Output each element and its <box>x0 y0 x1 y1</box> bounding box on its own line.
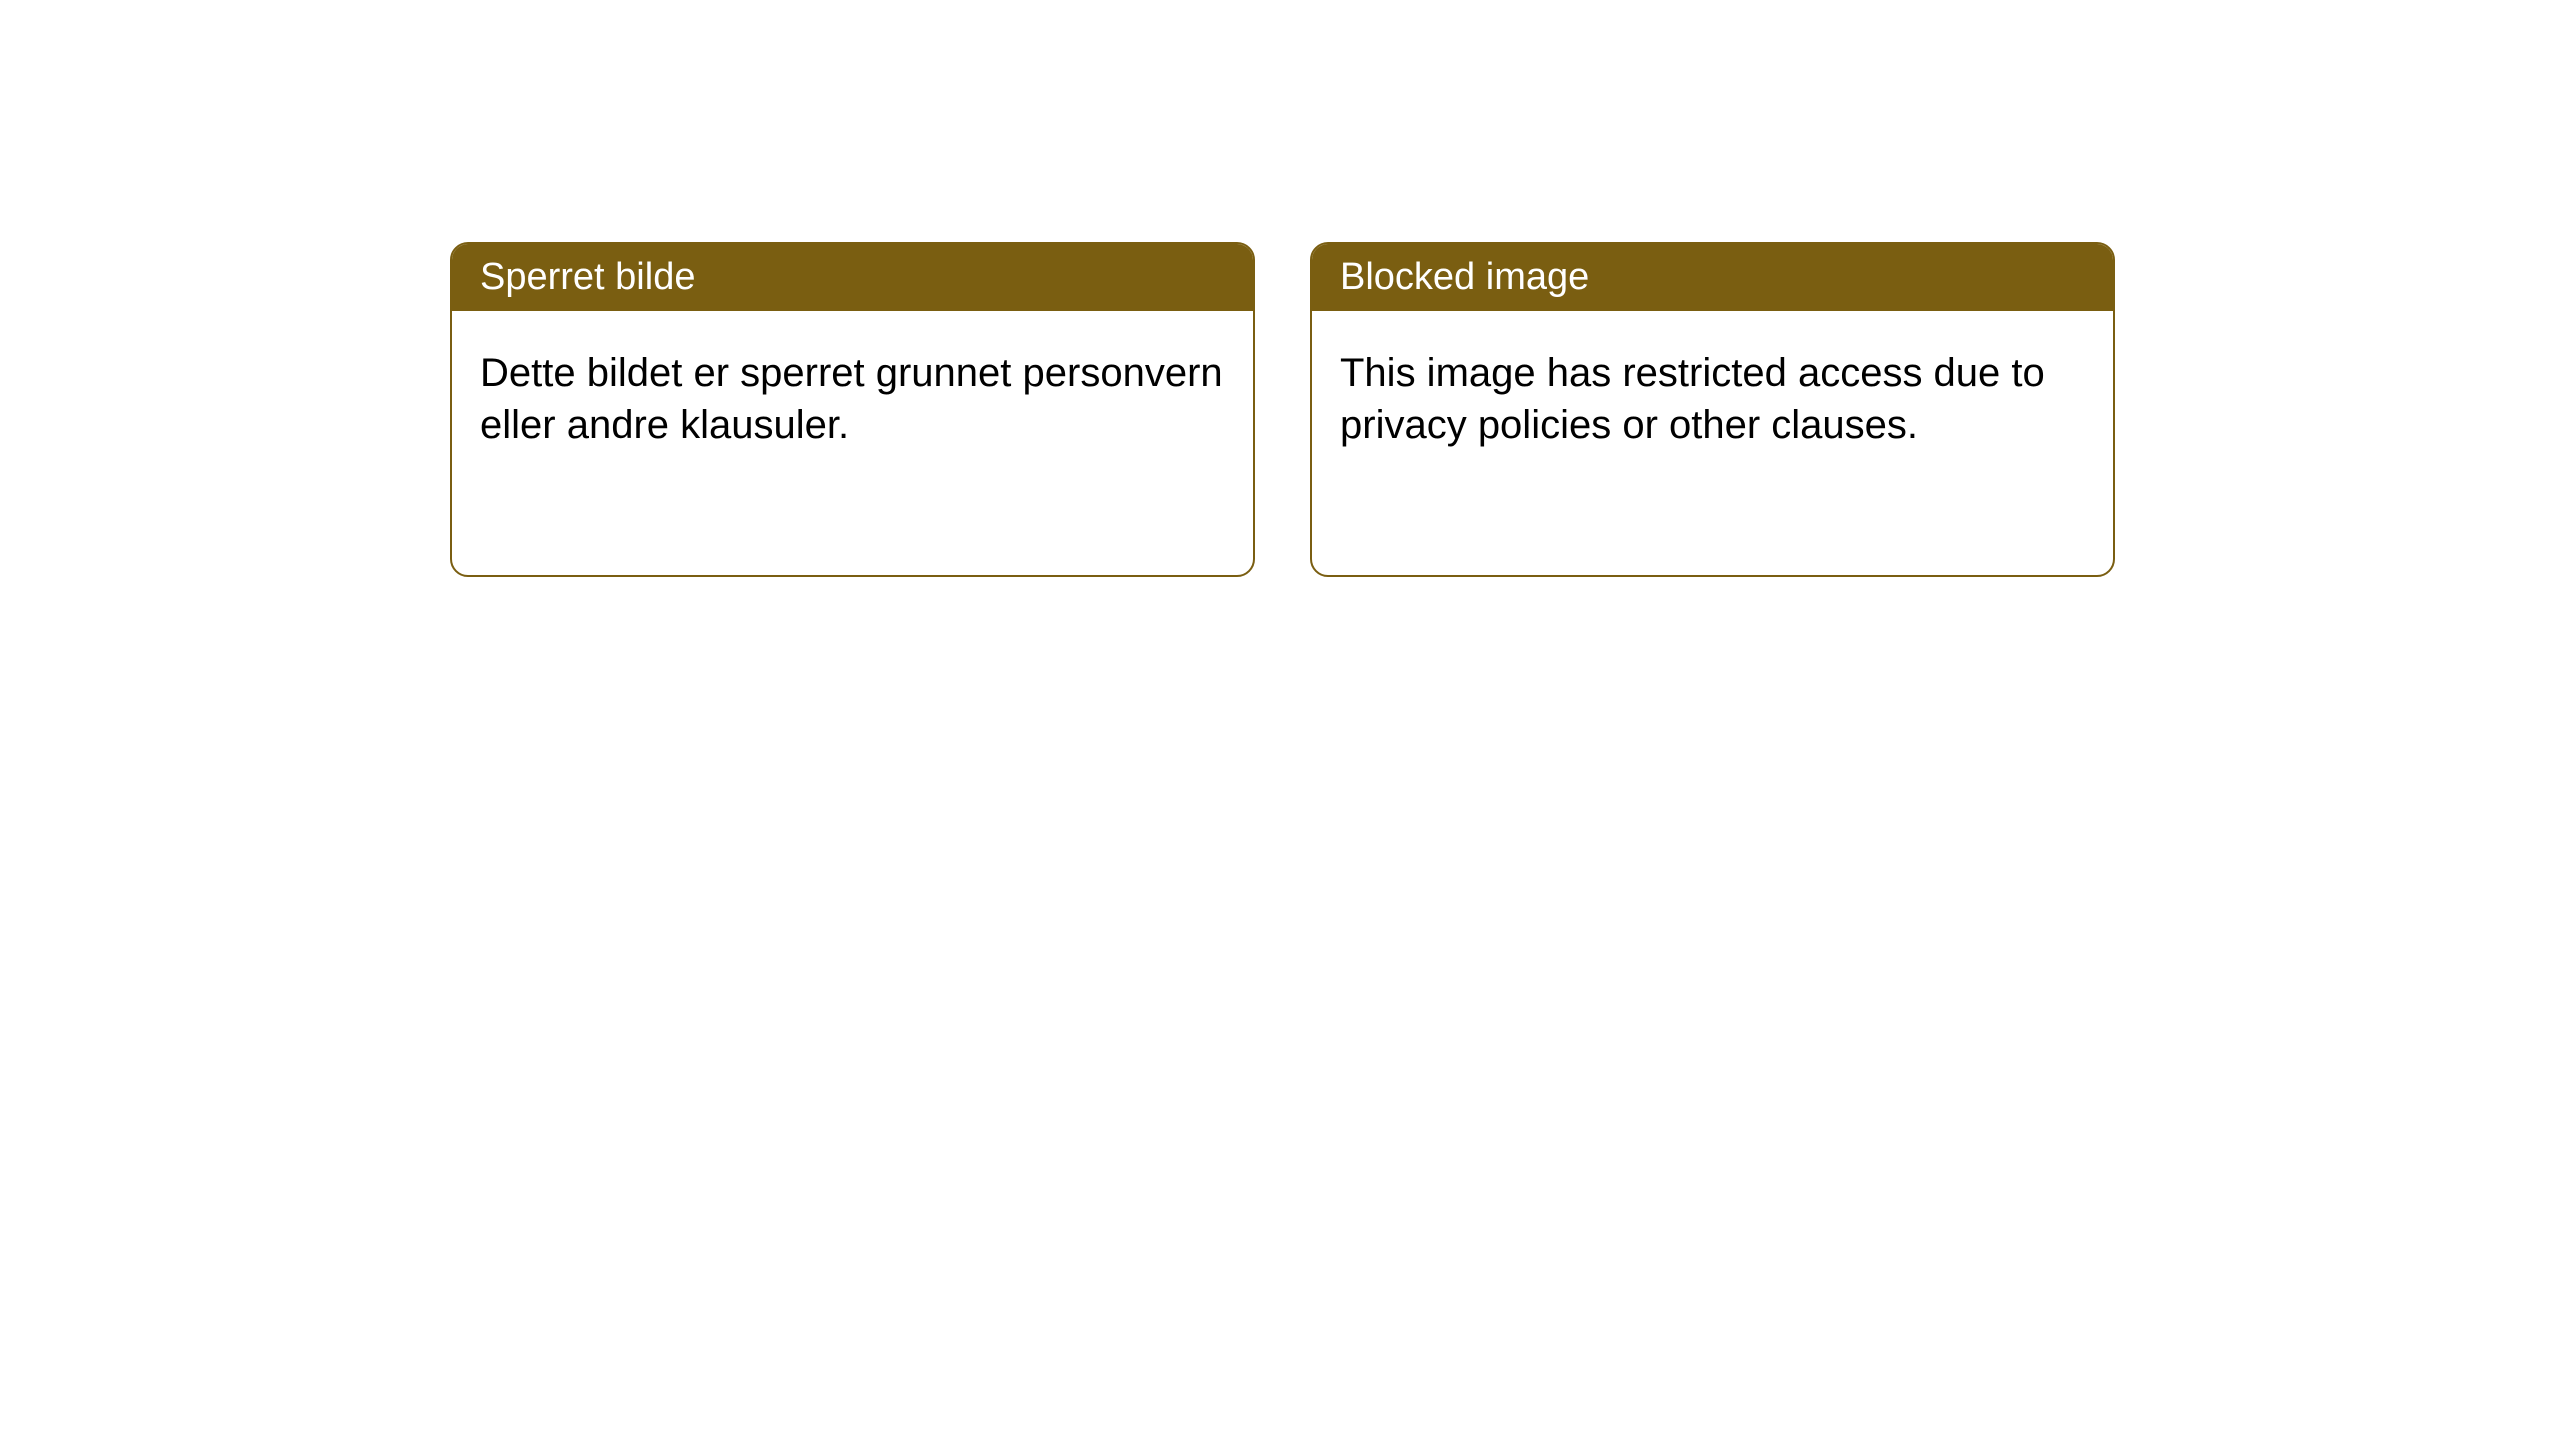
card-body-text: Dette bildet er sperret grunnet personve… <box>480 351 1223 447</box>
card-header: Sperret bilde <box>452 244 1253 311</box>
card-title: Blocked image <box>1340 256 1589 298</box>
notice-card-english: Blocked image This image has restricted … <box>1310 242 2115 577</box>
card-container: Sperret bilde Dette bildet er sperret gr… <box>0 0 2560 577</box>
notice-card-norwegian: Sperret bilde Dette bildet er sperret gr… <box>450 242 1255 577</box>
card-body: Dette bildet er sperret grunnet personve… <box>452 311 1253 487</box>
card-body-text: This image has restricted access due to … <box>1340 351 2045 447</box>
card-body: This image has restricted access due to … <box>1312 311 2113 487</box>
card-header: Blocked image <box>1312 244 2113 311</box>
card-title: Sperret bilde <box>480 256 695 298</box>
